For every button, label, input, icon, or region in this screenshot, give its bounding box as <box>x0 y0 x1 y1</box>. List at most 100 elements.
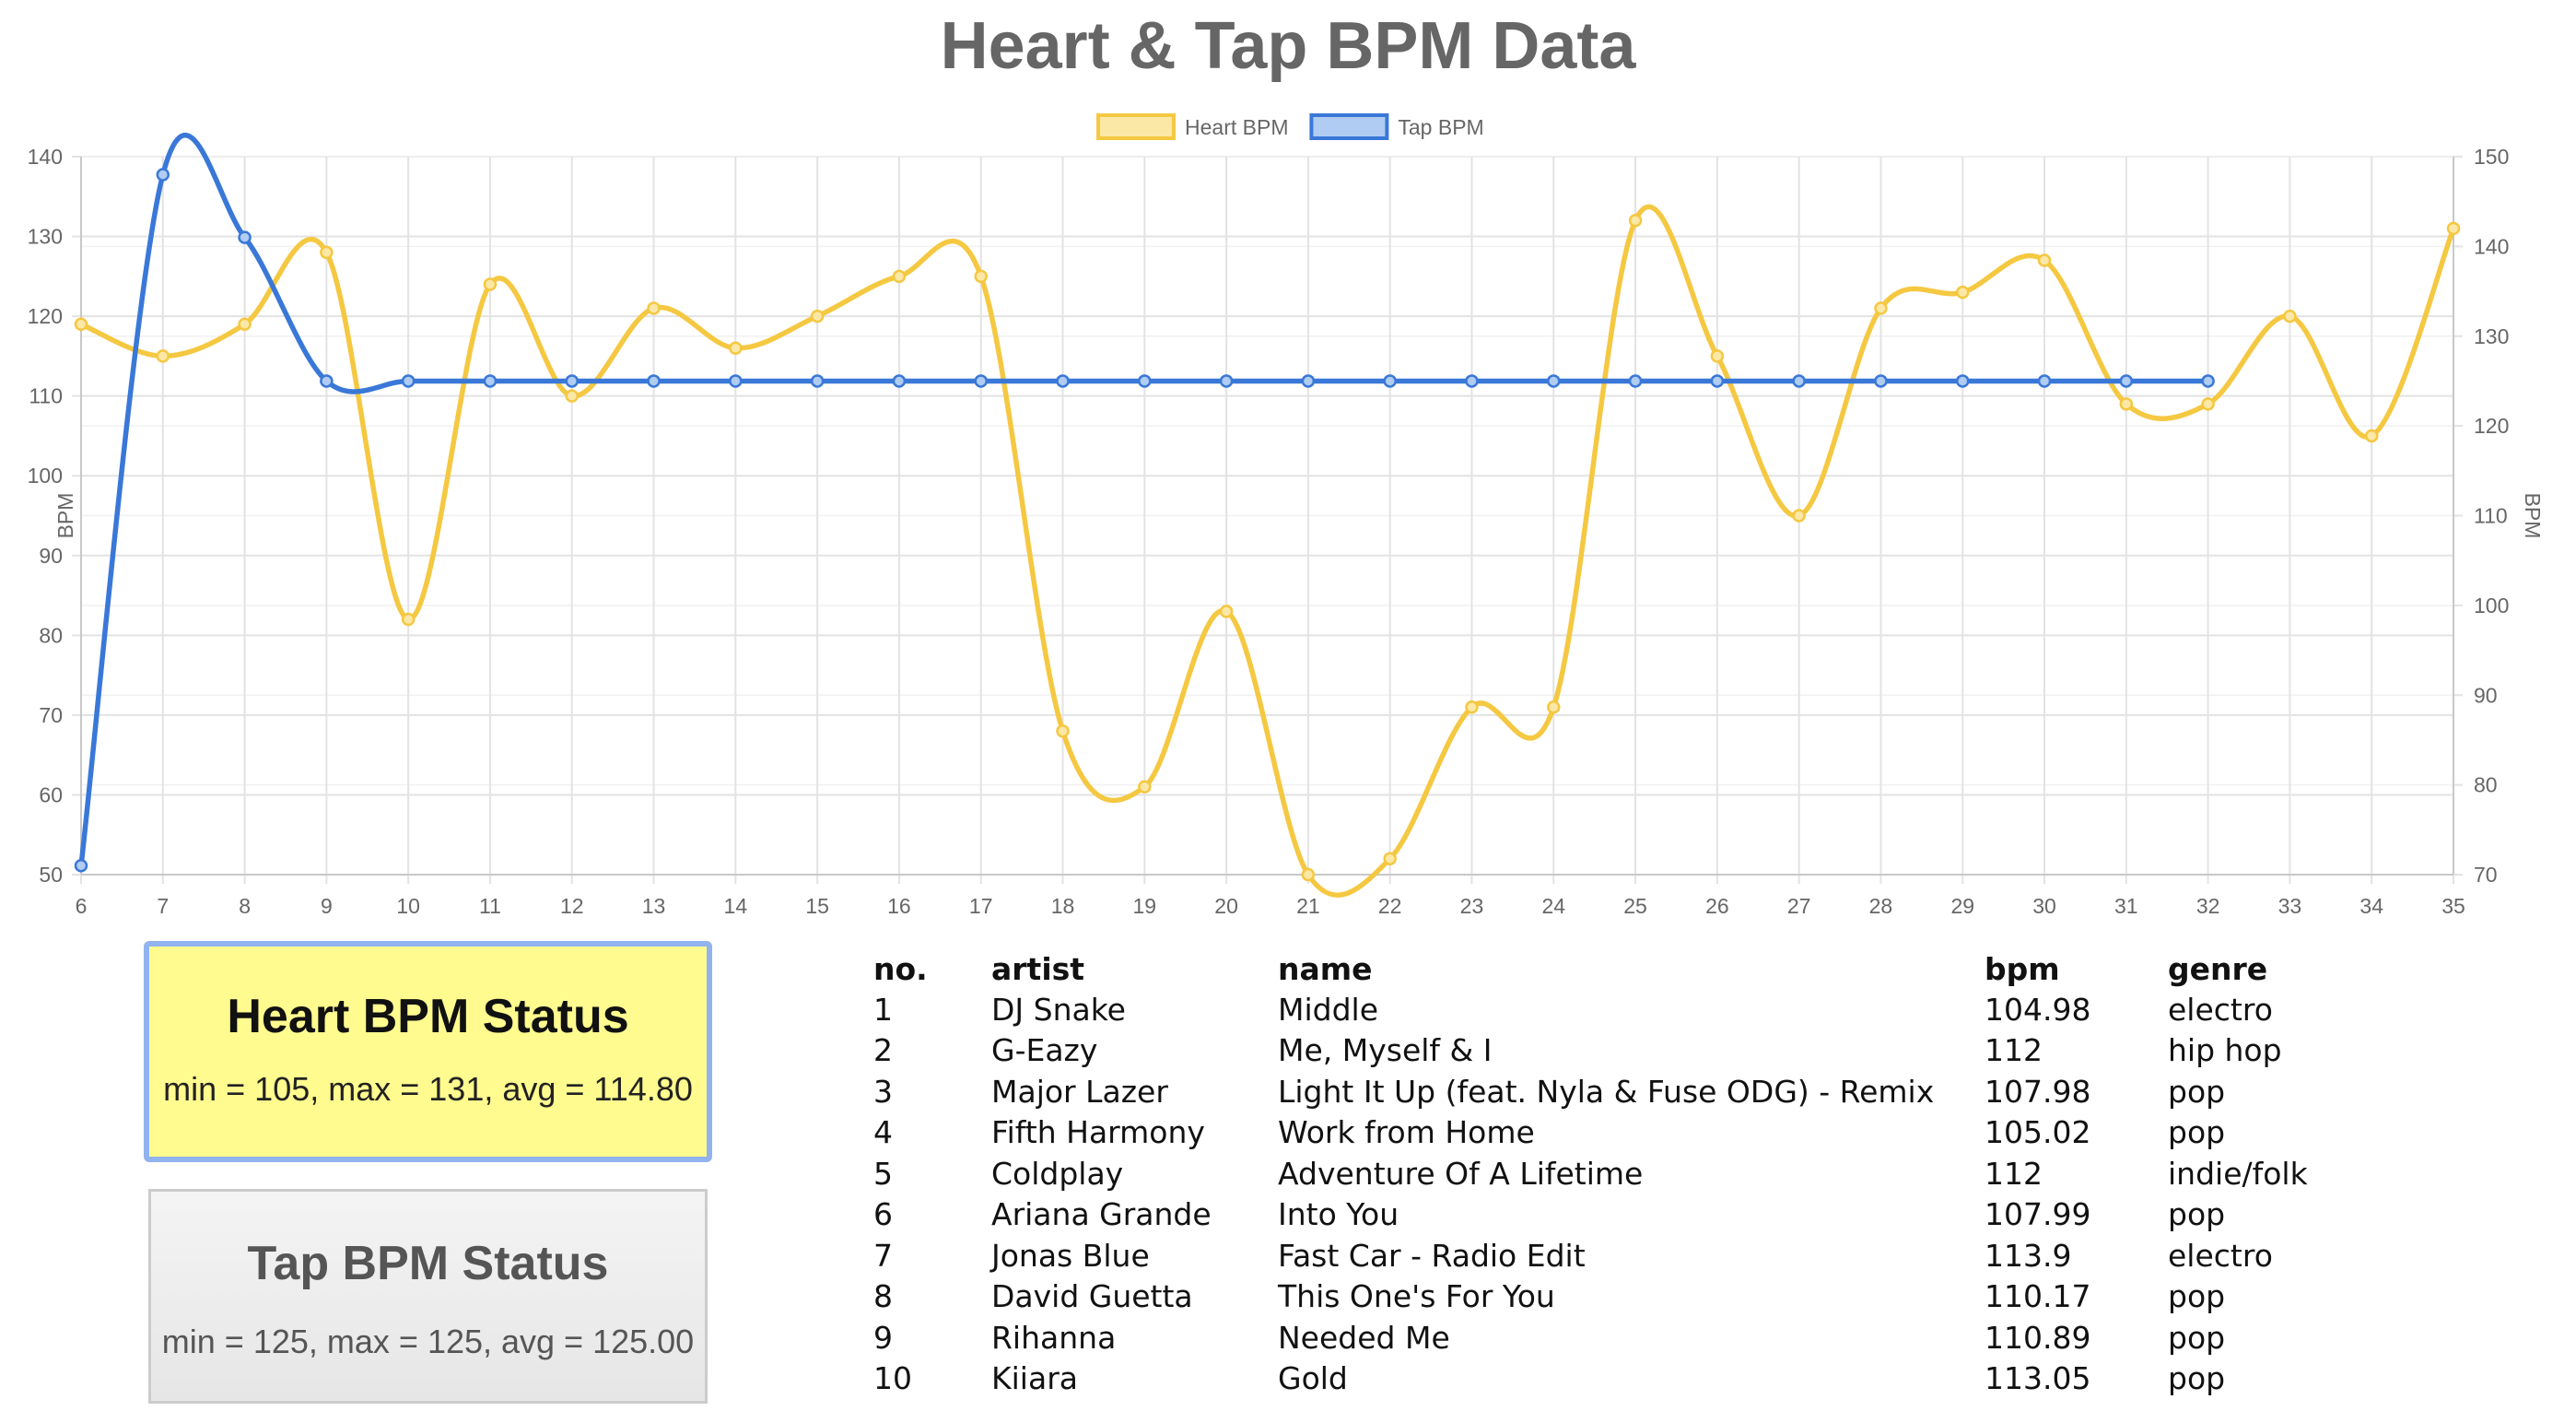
cell-genre: electro <box>2168 991 2273 1028</box>
data-point-heart-bpm <box>1383 852 1397 865</box>
x-tick-label: 15 <box>805 894 829 918</box>
y-right-tick-label: 120 <box>2474 414 2509 438</box>
data-point-heart-bpm <box>1301 867 1316 882</box>
series-line-heart-bpm <box>79 204 2456 898</box>
data-point-tap-bpm <box>2201 374 2215 388</box>
table-row: 10 Kiiara Gold 113.05 pop <box>873 1358 2371 1400</box>
data-point-heart-bpm <box>1219 605 1234 618</box>
data-point-tap-bpm <box>74 859 88 873</box>
y-left-tick-label: 70 <box>39 703 63 727</box>
cell-artist: Rihanna <box>991 1319 1117 1356</box>
data-point-heart-bpm <box>1628 213 1643 228</box>
cell-name: Needed Me <box>1278 1319 1450 1356</box>
x-tick-label: 18 <box>1051 894 1075 918</box>
data-point-tap-bpm <box>2119 374 2134 388</box>
y-right-tick-label: 80 <box>2474 773 2498 797</box>
x-tick-label: 24 <box>1541 894 1565 918</box>
y-right-tick-label: 100 <box>2474 594 2509 617</box>
cell-artist: Coldplay <box>991 1155 1124 1192</box>
data-point-heart-bpm <box>2201 397 2215 411</box>
x-tick-label: 13 <box>642 894 666 918</box>
data-point-tap-bpm <box>483 374 498 388</box>
data-point-heart-bpm <box>2037 253 2052 267</box>
tap-bpm-status-button[interactable]: Tap BPM Status min = 125, max = 125, avg… <box>148 1189 708 1404</box>
table-header-row: no. artist name bpm genre <box>873 948 2371 989</box>
legend-item-heart-bpm[interactable]: Heart BPM <box>1096 113 1288 140</box>
data-point-tap-bpm <box>1547 374 1561 388</box>
chart-axes: 50 60 70 80 90 100 110 120 130 140 70 80 90 100 110 120… <box>28 145 2545 918</box>
cell-name: This One's For You <box>1278 1278 1555 1315</box>
cell-bpm: 110.89 <box>1985 1319 2091 1356</box>
table-row: 1 DJ Snake Middle 104.98 electro <box>873 989 2371 1030</box>
cell-bpm: 107.98 <box>1985 1073 2091 1110</box>
table-row: 5 Coldplay Adventure Of A Lifetime 112 indie… <box>873 1153 2371 1194</box>
cell-no: 4 <box>873 1114 893 1151</box>
column-header-no: no. <box>873 950 928 987</box>
data-point-heart-bpm <box>156 349 170 363</box>
data-point-heart-bpm <box>1465 700 1479 714</box>
column-header-name: name <box>1278 950 1373 987</box>
y-left-tick-label: 90 <box>39 544 63 568</box>
x-tick-label: 25 <box>1623 894 1647 918</box>
chart-grid <box>72 156 2463 884</box>
cell-genre: pop <box>2168 1278 2226 1315</box>
cell-name: Light It Up (feat. Nyla & Fuse ODG) - Re… <box>1278 1073 1935 1110</box>
cell-no: 1 <box>873 991 893 1028</box>
legend-label-heart-bpm: Heart BPM <box>1185 115 1288 139</box>
cell-artist: G-Eazy <box>991 1032 1098 1069</box>
data-point-tap-bpm <box>1465 374 1479 388</box>
data-point-tap-bpm <box>1383 374 1397 388</box>
data-point-tap-bpm <box>1301 374 1316 388</box>
cell-no: 3 <box>873 1073 893 1110</box>
data-point-heart-bpm <box>1138 780 1152 794</box>
x-tick-label: 20 <box>1214 894 1238 918</box>
cell-artist: Major Lazer <box>991 1073 1168 1110</box>
x-tick-label: 14 <box>724 894 748 918</box>
y-left-tick-label: 80 <box>39 623 63 647</box>
legend-item-tap-bpm[interactable]: Tap BPM <box>1309 113 1484 140</box>
data-point-tap-bpm <box>401 374 416 388</box>
y-left-tick-label: 60 <box>39 782 63 806</box>
x-tick-label: 21 <box>1296 894 1320 918</box>
data-point-heart-bpm <box>892 269 907 284</box>
y-right-axis-title: BPM <box>2521 493 2545 539</box>
cell-name: Fast Car - Radio Edit <box>1278 1237 1586 1274</box>
data-point-tap-bpm <box>1955 374 1970 388</box>
y-left-tick-label: 140 <box>28 145 63 169</box>
tap-status-stats: min = 125, max = 125, avg = 125.00 <box>161 1323 695 1360</box>
table-row: 4 Fifth Harmony Work from Home 105.02 pop <box>873 1112 2371 1154</box>
data-point-heart-bpm <box>2283 309 2297 323</box>
data-point-tap-bpm <box>1138 374 1152 388</box>
data-point-heart-bpm <box>320 245 334 260</box>
y-right-tick-label: 150 <box>2474 145 2509 169</box>
heart-bpm-status-button[interactable]: Heart BPM Status min = 105, max = 131, a… <box>144 941 712 1162</box>
cell-genre: indie/folk <box>2168 1155 2308 1192</box>
table-row: 9 Rihanna Needed Me 110.89 pop <box>873 1317 2371 1358</box>
cell-no: 6 <box>873 1196 893 1233</box>
x-tick-label: 19 <box>1133 894 1157 918</box>
cell-genre: pop <box>2168 1319 2226 1356</box>
bpm-line-chart: 50 60 70 80 90 100 110 120 130 140 70 80 90 100 110 120… <box>28 113 2545 918</box>
data-point-heart-bpm <box>2119 397 2134 411</box>
x-tick-label: 34 <box>2359 894 2383 918</box>
cell-genre: pop <box>2168 1114 2226 1151</box>
table-row: 3 Major Lazer Light It Up (feat. Nyla & Fu… <box>873 1071 2371 1112</box>
legend-swatch-tap-bpm <box>1309 113 1389 140</box>
data-point-heart-bpm <box>1547 700 1561 714</box>
cell-artist: Ariana Grande <box>991 1196 1212 1233</box>
x-tick-label: 23 <box>1460 894 1484 918</box>
cell-name: Middle <box>1278 991 1379 1028</box>
cell-no: 9 <box>873 1319 893 1356</box>
cell-genre: hip hop <box>2168 1032 2282 1069</box>
heart-status-stats: min = 105, max = 131, avg = 114.80 <box>163 1070 693 1108</box>
data-point-tap-bpm <box>974 374 988 388</box>
data-point-heart-bpm <box>729 341 743 355</box>
cell-artist: David Guetta <box>991 1278 1193 1315</box>
cell-no: 8 <box>873 1278 893 1315</box>
data-point-heart-bpm <box>401 612 416 627</box>
y-left-tick-label: 110 <box>29 384 63 408</box>
cell-name: Work from Home <box>1278 1114 1535 1151</box>
chart-legend[interactable]: Heart BPM Tap BPM <box>1096 113 1484 140</box>
x-tick-label: 22 <box>1378 894 1402 918</box>
cell-artist: Kiiara <box>991 1360 1078 1397</box>
